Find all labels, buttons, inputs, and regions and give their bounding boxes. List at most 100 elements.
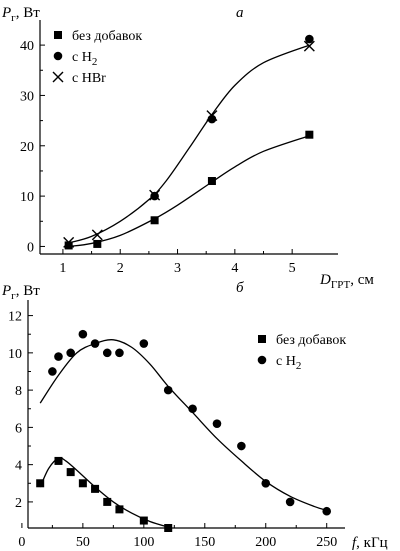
series-2 xyxy=(68,34,314,244)
y-tick-label: 8 xyxy=(15,384,22,399)
panel-a: 0 10 20 30 40 1 2 3 4 5 Pг, Вт DГРТ, см а без добавок… xyxy=(1,5,374,291)
data-point xyxy=(212,419,222,428)
data-point xyxy=(78,479,87,488)
data-point xyxy=(66,468,75,477)
legend-marker xyxy=(257,355,267,365)
axis-label-symbol: P xyxy=(1,5,11,21)
axis-label-symbol: P xyxy=(1,283,11,299)
cross-stroke xyxy=(149,189,161,201)
y-tick-label: 10 xyxy=(8,347,22,362)
legend-label: с H2 xyxy=(276,354,301,372)
data-point xyxy=(207,177,216,186)
data-point xyxy=(64,241,73,250)
data-point xyxy=(102,348,112,358)
x-tick-label: 0 xyxy=(18,535,25,550)
x-tick-label: 2 xyxy=(117,261,124,276)
axis-label-unit: , Вт xyxy=(16,5,41,21)
data-point xyxy=(91,229,103,241)
cross-stroke xyxy=(91,229,103,241)
y-axis-label: Pг, Вт xyxy=(1,283,40,302)
axis-label-unit: , см xyxy=(350,272,374,288)
data-point xyxy=(139,516,148,525)
data-point xyxy=(36,479,45,488)
data-point xyxy=(54,456,63,465)
data-point xyxy=(149,189,161,201)
legend-label: без добавок xyxy=(276,333,346,348)
data-point xyxy=(91,484,100,493)
legend-label-subscript: 2 xyxy=(92,56,98,68)
data-point xyxy=(54,352,63,361)
axis-label-unit: , Вт xyxy=(16,283,41,299)
data-point xyxy=(164,524,173,532)
series-3 xyxy=(63,40,315,248)
legend-item: без добавок xyxy=(54,29,142,44)
data-point xyxy=(66,348,75,358)
y-tick-label: 4 xyxy=(15,459,22,474)
series-1 xyxy=(64,130,314,250)
x-tick-label: 5 xyxy=(289,261,296,276)
x-axis-label: f, кГц xyxy=(352,535,388,551)
data-point xyxy=(63,236,75,248)
legend-item: с H2 xyxy=(53,50,97,68)
y-tick-label: 30 xyxy=(20,89,34,104)
data-point xyxy=(150,191,159,201)
x-axis-label: DГРТ, см xyxy=(319,272,374,291)
data-point xyxy=(48,367,57,376)
legend-item: с H2 xyxy=(257,354,301,372)
data-point xyxy=(206,110,218,122)
axis-label-subscript: ГРТ xyxy=(331,279,351,291)
x-tick-label: 3 xyxy=(174,261,181,276)
data-point xyxy=(90,339,100,348)
axis-label-subscript: г xyxy=(11,290,16,302)
x-tick-label: 200 xyxy=(255,535,276,550)
legend-item: без добавок xyxy=(258,333,346,348)
series-2 xyxy=(39,329,332,516)
data-point xyxy=(237,441,246,451)
data-point xyxy=(303,40,315,52)
axis-label-symbol: D xyxy=(319,272,331,288)
y-tick-label: 12 xyxy=(8,310,22,325)
legend-marker xyxy=(53,51,63,61)
legend-label-text: без добавок xyxy=(72,29,142,44)
x-tick-label: 4 xyxy=(231,261,238,276)
panel-b: 2 4 6 8 10 12 0 50 100 150 200 250 Pг, Вт f, кГц б без … xyxy=(1,280,388,551)
series-curve xyxy=(68,44,310,244)
legend-marker xyxy=(52,71,64,83)
series-curve xyxy=(39,457,169,528)
x-tick-label: 150 xyxy=(194,535,215,550)
data-point xyxy=(188,404,197,414)
data-point xyxy=(103,497,112,506)
legend-label: с H2 xyxy=(72,50,97,68)
cross-stroke xyxy=(52,71,64,83)
legend-label-text: с H xyxy=(72,50,92,65)
y-tick-label: 20 xyxy=(20,140,34,155)
data-point xyxy=(261,478,271,488)
data-point xyxy=(322,506,332,516)
y-tick-label: 0 xyxy=(27,240,34,255)
data-point xyxy=(285,497,295,507)
axis-label-symbol: f xyxy=(352,535,358,551)
panel-label: б xyxy=(236,280,244,296)
y-axis-label: Pг, Вт xyxy=(1,5,40,24)
axis-label-subscript: г xyxy=(11,12,16,24)
panel-label: а xyxy=(236,5,244,21)
cross-stroke xyxy=(63,236,75,248)
data-point xyxy=(150,216,159,225)
x-tick-label: 50 xyxy=(76,535,90,550)
y-tick-label: 40 xyxy=(20,39,34,54)
cross-stroke xyxy=(206,110,218,122)
axis-label-unit: , кГц xyxy=(356,535,388,551)
y-tick-label: 10 xyxy=(20,190,34,205)
legend-item: с HBr xyxy=(52,71,106,86)
data-point xyxy=(115,348,124,358)
legend-marker xyxy=(54,31,62,39)
data-point xyxy=(163,385,173,395)
series-1 xyxy=(36,456,173,532)
legend-label: без добавок xyxy=(72,29,142,44)
legend-label-text: без добавок xyxy=(276,333,346,348)
data-point xyxy=(305,34,314,44)
cross-stroke xyxy=(303,40,315,52)
data-point xyxy=(78,329,88,339)
x-tick-label: 250 xyxy=(316,535,337,550)
